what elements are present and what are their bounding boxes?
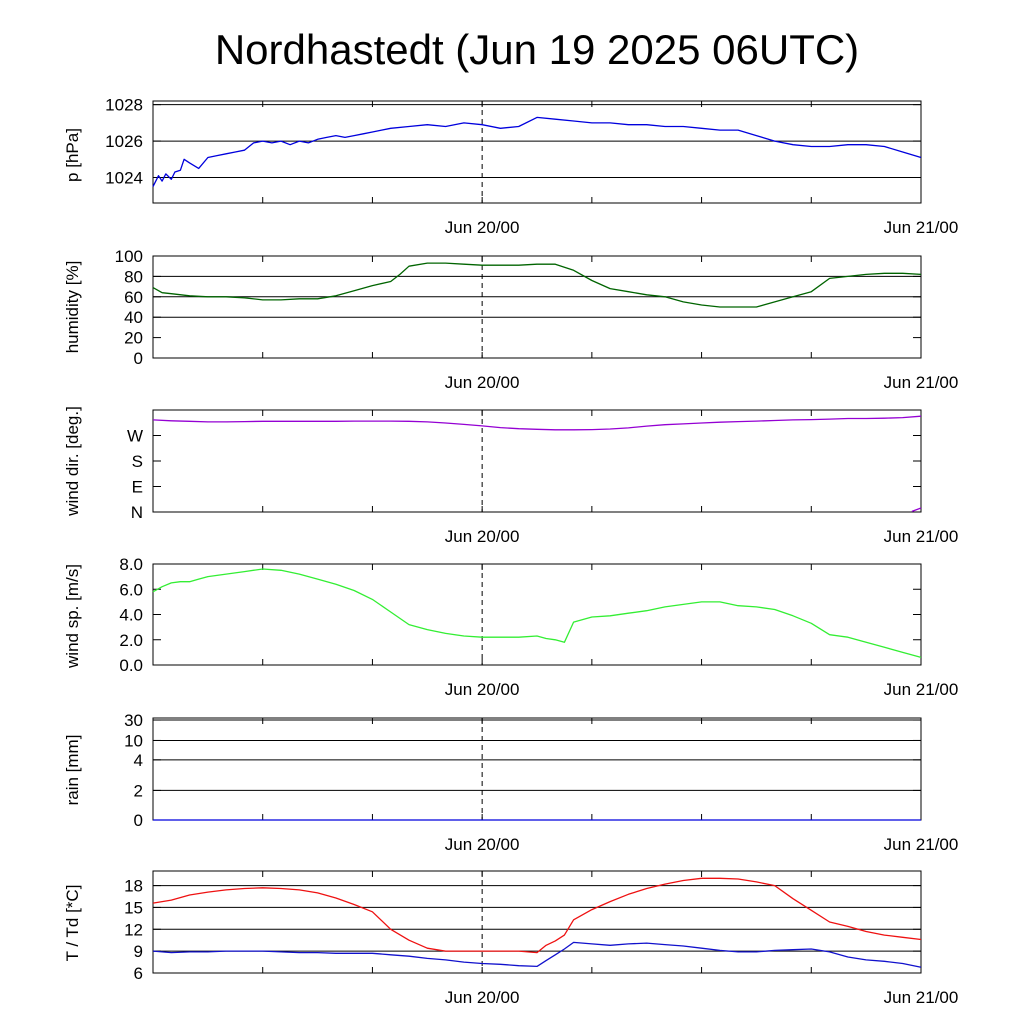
y-tick-label: 2: [134, 781, 143, 800]
y-tick-label: 60: [124, 288, 143, 307]
y-axis-label: p [hPa]: [63, 128, 82, 182]
y-tick-label: N: [131, 503, 143, 522]
panel-1: 1024 1026 1028 p [hPa] Jun 20/00 Jun 21/00: [63, 96, 958, 237]
x-tick-label: Jun 21/00: [884, 373, 959, 392]
plot-frame: [152, 100, 922, 204]
y-tick-label: 10: [124, 731, 143, 750]
plot-frame: [152, 870, 922, 974]
x-tick-label: Jun 21/00: [884, 527, 959, 546]
y-tick-label: S: [132, 452, 143, 471]
x-tick-label: Jun 20/00: [445, 218, 520, 237]
x-tick-label: Jun 21/00: [884, 218, 959, 237]
y-axis-label: wind dir. [deg.]: [63, 406, 82, 517]
x-tick-label: Jun 20/00: [445, 527, 520, 546]
y-axis-label: rain [mm]: [63, 735, 82, 806]
y-axis-label: wind sp. [m/s]: [63, 564, 82, 669]
series-line: [152, 941, 922, 968]
y-tick-label: 100: [115, 247, 143, 266]
x-tick-label: Jun 21/00: [884, 988, 959, 1007]
y-tick-label: 9: [134, 942, 143, 961]
series-line: [152, 116, 922, 187]
x-tick-label: Jun 20/00: [445, 835, 520, 854]
plot-frame: [152, 717, 922, 821]
y-tick-label: 8.0: [119, 555, 143, 574]
y-tick-label: E: [132, 478, 143, 497]
plot-frame: [152, 409, 922, 513]
y-tick-label: 2.0: [119, 631, 143, 650]
series-line: [152, 877, 922, 954]
y-tick-label: 30: [124, 711, 143, 730]
y-tick-label: 1028: [105, 96, 143, 115]
y-tick-label: 18: [124, 877, 143, 896]
plot-frame: [152, 563, 922, 666]
y-tick-label: 1026: [105, 132, 143, 151]
y-tick-label: 4: [134, 751, 143, 770]
y-tick-label: 0: [134, 811, 143, 830]
series-line: [152, 262, 922, 308]
y-tick-label: 15: [124, 898, 143, 917]
y-tick-label: W: [127, 427, 143, 446]
plot-frame: [152, 255, 922, 359]
series-line: [152, 568, 922, 659]
series-line: [911, 507, 922, 513]
x-tick-label: Jun 21/00: [884, 680, 959, 699]
x-tick-label: Jun 20/00: [445, 988, 520, 1007]
x-tick-label: Jun 21/00: [884, 835, 959, 854]
y-tick-label: 40: [124, 308, 143, 327]
y-tick-label: 12: [124, 920, 143, 939]
x-tick-label: Jun 20/00: [445, 680, 520, 699]
y-tick-label: 0.0: [119, 656, 143, 675]
series-line: [152, 415, 922, 431]
y-tick-label: 1024: [105, 169, 143, 188]
y-tick-label: 4.0: [119, 606, 143, 625]
y-tick-label: 6: [134, 964, 143, 983]
y-tick-label: 0: [134, 349, 143, 368]
y-tick-label: 80: [124, 267, 143, 286]
y-tick-label: 20: [124, 329, 143, 348]
panel-6: 6 9 12 15 18 T / Td [*C] Jun 20/00 Jun 21/00: [63, 870, 959, 1007]
y-tick-label: 6.0: [119, 580, 143, 599]
panel-4: 0.0 2.0 4.0 6.0 8.0 wind sp. [m/s] Jun 20/00 Ju…: [63, 555, 958, 699]
y-axis-label: T / Td [*C]: [63, 885, 82, 962]
chart-title: Nordhastedt (Jun 19 2025 06UTC): [215, 26, 859, 73]
x-tick-label: Jun 20/00: [445, 373, 520, 392]
y-axis-label: humidity [%]: [63, 261, 82, 354]
